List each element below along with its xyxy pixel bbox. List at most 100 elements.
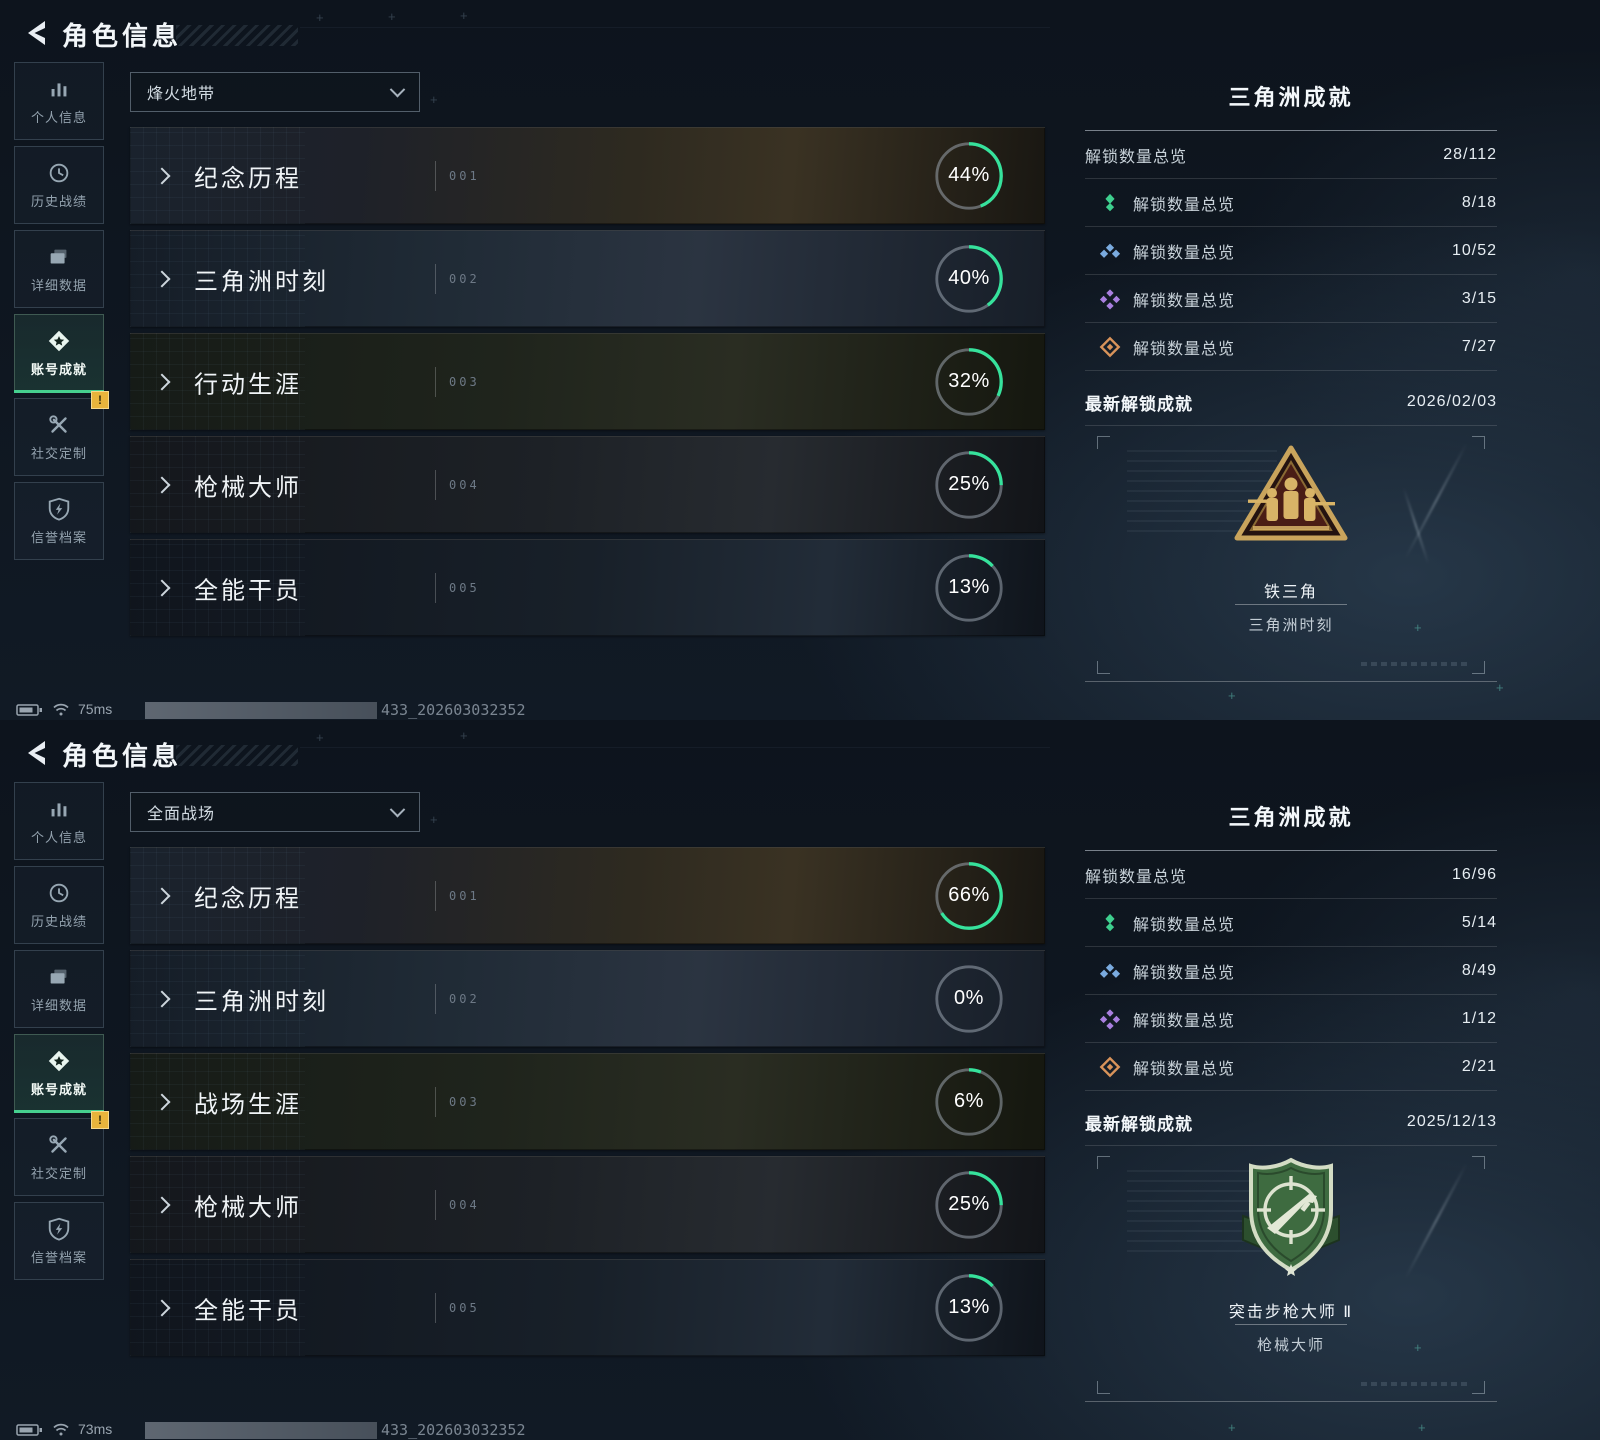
header-hatch-decoration	[176, 745, 298, 766]
divider	[1085, 850, 1497, 851]
back-arrow-icon	[28, 21, 45, 45]
tier-value: 3/15	[1461, 289, 1497, 307]
sidebar-item-detailed-data[interactable]: 详细数据	[14, 230, 104, 308]
header-hatch-decoration	[176, 25, 298, 46]
corner-bracket	[1097, 1381, 1110, 1394]
progress-ring: 32%	[933, 346, 1005, 418]
latest-unlock-date: 2025/12/13	[1406, 1113, 1497, 1130]
history-clock-icon	[49, 883, 69, 903]
header-line-decoration	[300, 747, 1050, 748]
grid-cross: +	[1414, 620, 1422, 635]
chevron-right-icon	[153, 167, 171, 184]
sidebar-item-social-custom[interactable]: ! 社交定制	[14, 1111, 109, 1196]
mode-dropdown[interactable]: 全面战场	[130, 792, 420, 832]
tier-value: 2/21	[1461, 1057, 1497, 1075]
sidebar-item-reputation-file[interactable]: 信誉档案	[14, 482, 104, 560]
sidebar-item-label: 信誉档案	[30, 1250, 87, 1265]
progress-percent: 13%	[948, 1296, 990, 1318]
tools-icon	[49, 415, 67, 433]
category-row-all-round-operator[interactable]: 全能干员 005 13%	[130, 539, 1045, 636]
sidebar-item-detailed-data[interactable]: 详细数据	[14, 950, 104, 1028]
category-row-gun-master[interactable]: 枪械大师 004 25%	[130, 1156, 1045, 1253]
sidebar-item-reputation-file[interactable]: 信誉档案	[14, 1202, 104, 1280]
category-code: 003	[449, 1094, 480, 1109]
tier-value: 1/12	[1461, 1009, 1497, 1027]
latest-unlock-label: 最新解锁成就	[1085, 1114, 1193, 1134]
watermark-label: 433_202603032352	[381, 1421, 526, 1439]
category-list: 纪念历程 001 66% 三角洲时刻 002 0% 战场生涯 003	[130, 847, 1045, 1362]
badge-name: 突击步枪大师 Ⅱ	[1228, 1304, 1354, 1321]
chevron-right-icon	[153, 476, 171, 493]
sidebar-item-account-achievements[interactable]: 账号成就	[14, 314, 104, 393]
grid-cross: +	[1418, 1420, 1426, 1435]
latest-unlock-label: 最新解锁成就	[1085, 394, 1193, 414]
back-button[interactable]	[22, 738, 52, 768]
category-row-operation-career[interactable]: 行动生涯 003 32%	[130, 333, 1045, 430]
tier-row-blue: 解锁数量总览 8/49	[1085, 947, 1497, 994]
category-row-memorial[interactable]: 纪念历程 001 66%	[130, 847, 1045, 944]
category-row-battlefield-career[interactable]: 战场生涯 003 6%	[130, 1053, 1045, 1150]
latest-unlock-date: 2026/02/03	[1406, 393, 1497, 410]
category-title: 纪念历程	[194, 165, 302, 192]
grid-cross: +	[430, 92, 438, 107]
total-unlock-label: 解锁数量总览	[1085, 148, 1188, 166]
sidebar-item-account-achievements[interactable]: 账号成就	[14, 1034, 104, 1113]
category-title: 全能干员	[194, 577, 302, 604]
divider	[1085, 1145, 1497, 1146]
badge-category: 枪械大师	[1256, 1337, 1325, 1354]
tier-label: 解锁数量总览	[1133, 244, 1236, 262]
divider	[1085, 994, 1497, 995]
chevron-right-icon	[153, 270, 171, 287]
category-row-memorial[interactable]: 纪念历程 001 44%	[130, 127, 1045, 224]
category-code: 002	[449, 271, 480, 286]
shield-bolt-icon	[48, 1217, 70, 1241]
progress-ring: 6%	[933, 1066, 1005, 1138]
grid-cross: +	[430, 812, 438, 827]
sidebar-item-history-stats[interactable]: 历史战绩	[14, 866, 104, 944]
sidebar-item-personal-info[interactable]: 个人信息	[14, 782, 104, 860]
latest-badge-area: 突击步枪大师 Ⅱ 枪械大师	[1085, 1146, 1497, 1402]
progress-percent: 0%	[954, 987, 984, 1009]
gold-triangle-badge-icon	[1231, 442, 1351, 549]
sidebar-item-social-custom[interactable]: ! 社交定制	[14, 391, 109, 476]
tier-row-orange: 解锁数量总览 7/27	[1085, 323, 1497, 370]
grid-cross: +	[460, 728, 468, 743]
category-code: 004	[449, 477, 480, 492]
progress-percent: 25%	[948, 1193, 990, 1215]
back-button[interactable]	[22, 18, 52, 48]
sidebar-item-label: 账号成就	[30, 362, 87, 377]
chevron-right-icon	[153, 990, 171, 1007]
category-row-all-round-operator[interactable]: 全能干员 005 13%	[130, 1259, 1045, 1356]
mode-dropdown[interactable]: 烽火地带	[130, 72, 420, 112]
corner-bracket	[1097, 661, 1110, 674]
progress-ring: 25%	[933, 449, 1005, 521]
category-title: 枪械大师	[194, 1194, 302, 1221]
progress-percent: 40%	[948, 267, 990, 289]
category-title: 行动生涯	[194, 371, 302, 398]
mode-dropdown-value: 烽火地带	[147, 86, 216, 103]
sidebar-item-history-stats[interactable]: 历史战绩	[14, 146, 104, 224]
tier-green-icon	[1099, 912, 1121, 934]
back-arrow-icon	[28, 741, 45, 765]
badge-category: 三角洲时刻	[1248, 617, 1334, 634]
lightning-streak	[1404, 443, 1468, 559]
divider	[1085, 322, 1497, 323]
category-row-delta-moments[interactable]: 三角洲时刻 002 0%	[130, 950, 1045, 1047]
category-code: 001	[449, 888, 480, 903]
latest-unlock-row: 最新解锁成就 2026/02/03	[1085, 379, 1497, 425]
category-row-delta-moments[interactable]: 三角洲时刻 002 40%	[130, 230, 1045, 327]
category-title: 三角洲时刻	[194, 988, 329, 1015]
grid-cross: +	[460, 8, 468, 23]
badge-name-divider	[1235, 604, 1347, 605]
tier-value: 5/14	[1461, 913, 1497, 931]
category-code: 001	[449, 168, 480, 183]
mode-dropdown-value: 全面战场	[147, 806, 216, 823]
chevron-down-icon	[389, 81, 406, 97]
sidebar-item-personal-info[interactable]: 个人信息	[14, 62, 104, 140]
achievements-panel: 三角洲成就 解锁数量总览 16/96 解锁数量总览 5/14 解锁数量总览 8/…	[1085, 800, 1497, 1402]
tier-orange-icon	[1099, 1056, 1121, 1078]
sidebar-item-label: 社交定制	[30, 446, 87, 461]
category-row-gun-master[interactable]: 枪械大师 004 25%	[130, 436, 1045, 533]
tools-icon	[49, 1135, 67, 1153]
corner-bracket	[1097, 1156, 1110, 1169]
